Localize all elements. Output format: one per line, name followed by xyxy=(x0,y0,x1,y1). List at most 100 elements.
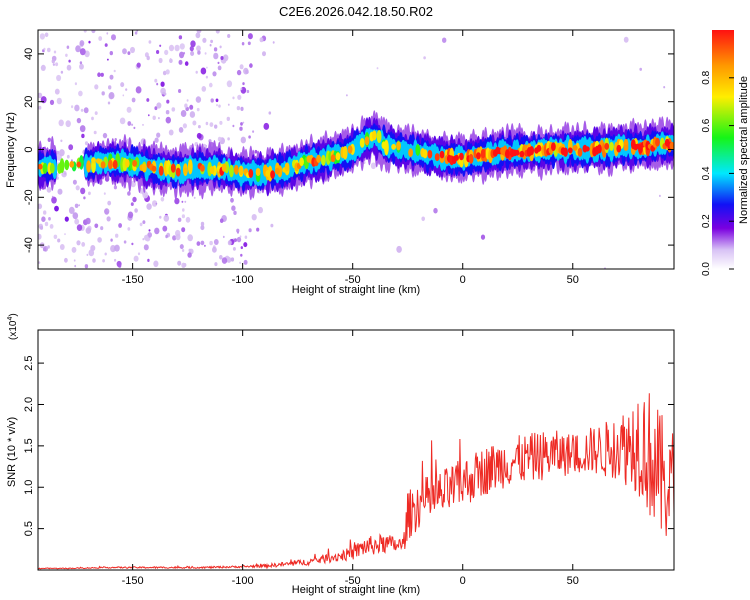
spectrogram-speckle xyxy=(262,51,266,57)
spectrogram-speckle xyxy=(179,43,185,50)
spectrogram-speckle xyxy=(113,69,116,73)
spectrogram-speckle xyxy=(127,191,131,196)
spectrogram-speckle xyxy=(94,84,99,90)
snr-x-label: Height of straight line (km) xyxy=(292,584,420,596)
spectrogram-speckle xyxy=(152,115,156,121)
spectrogram-speckle xyxy=(38,203,43,210)
spectrogram-speckle xyxy=(159,44,162,47)
spectrogram-speckle xyxy=(421,216,426,222)
spectrogram-speckle xyxy=(84,50,90,58)
spectrogram-speckle xyxy=(213,239,219,245)
spectrogram-speckle xyxy=(258,206,263,214)
spectrogram-speckle xyxy=(227,103,230,106)
spectrogram-speckle xyxy=(256,227,260,232)
spectrogram-speckle xyxy=(200,225,205,231)
spectrogram-speckle xyxy=(209,43,212,47)
spectrogram-speckle xyxy=(72,179,77,185)
spectrogram-speckle xyxy=(75,185,80,191)
spectrogram-ridge-cell xyxy=(335,152,341,161)
spectrogram-speckle xyxy=(47,47,51,53)
spectrogram-ridge-cell xyxy=(584,146,590,152)
spectrogram-speckle xyxy=(127,121,132,126)
spectrogram-speckle xyxy=(97,237,102,243)
spectrogram-speckle xyxy=(227,240,232,246)
spectrogram-speckle xyxy=(200,240,205,246)
spectrogram-speckle xyxy=(195,70,198,74)
spectrogram-ridge-cell xyxy=(141,163,147,173)
spectrogram-speckle xyxy=(107,58,109,61)
spectrogram-speckle xyxy=(132,196,137,203)
spectrogram-speckle xyxy=(106,32,109,35)
spectrogram-speckle xyxy=(168,129,174,136)
spectrogram-speckle xyxy=(240,122,243,126)
spectrogram-speckle xyxy=(154,78,158,83)
spectrogram-speckle xyxy=(60,70,64,74)
spectrogram-ridge-cell xyxy=(42,162,48,174)
spectrogram-speckle xyxy=(217,65,222,71)
spectrogram-speckle xyxy=(68,144,74,151)
spectrogram-speckle xyxy=(109,51,114,56)
snr-scale-prefix: (x10 xyxy=(8,320,19,340)
spectrogram-ridge-cell xyxy=(200,164,205,172)
spectrogram-speckle xyxy=(213,52,219,60)
spectrogram-ridge-cell xyxy=(175,167,181,177)
spectrogram-speckle xyxy=(114,138,117,141)
spectrogram-ridge-cell xyxy=(459,152,464,161)
snr-y-tick-label: 1.0 xyxy=(23,480,35,495)
spectrogram-speckle xyxy=(233,210,237,215)
spectrogram-speckle xyxy=(64,257,68,263)
spectrogram-speckle xyxy=(74,104,80,112)
spectrogram-speckle xyxy=(205,75,208,79)
spectrogram-speckle xyxy=(143,244,149,251)
spectrogram-speckle xyxy=(222,235,225,239)
spectrogram-speckle xyxy=(72,212,79,220)
spectrogram-speckle xyxy=(240,246,243,250)
spectrogram-speckle xyxy=(220,56,224,60)
spectrogram-speckle xyxy=(79,125,86,133)
spectrogram-speckle xyxy=(200,67,207,75)
spectrogram-ridge-cell xyxy=(536,144,542,152)
spectrogram-speckle xyxy=(55,62,59,67)
spectrogram-speckle xyxy=(56,176,59,180)
spectrogram-speckle xyxy=(111,34,116,41)
spectrogram-speckle xyxy=(47,137,51,142)
spectrogram-speckle xyxy=(189,104,194,110)
spectrogram-ridge-cell xyxy=(480,148,486,159)
spectrogram-speckle xyxy=(193,196,196,199)
spectrogram-speckle xyxy=(103,192,106,195)
spectrogram-ridge-cell xyxy=(364,136,370,146)
spectrogram-speckle xyxy=(83,30,87,33)
spectrogram-ridge-cell xyxy=(439,150,445,159)
spectrogram-ridge-cell xyxy=(187,159,193,175)
spectrogram-speckle xyxy=(115,233,119,238)
spectrogram-ridge-cell xyxy=(669,141,674,150)
spectrogram-speckle xyxy=(107,200,112,206)
spectrogram-speckle xyxy=(49,224,54,229)
spectrogram-speckle xyxy=(180,110,187,117)
spectrogram-speckle xyxy=(98,36,103,41)
spectrogram-speckle xyxy=(74,82,77,86)
spectrogram-speckle xyxy=(56,97,62,105)
spectrogram-speckle xyxy=(85,217,91,225)
spectrogram-speckle xyxy=(177,217,182,222)
spectrogram-speckle xyxy=(214,124,218,129)
spectrogram-speckle xyxy=(123,240,127,244)
colorbar-tick-label: 0.0 xyxy=(701,262,712,276)
spectrogram-speckle xyxy=(231,205,236,211)
snr-y-label: SNR (10 * v/v) xyxy=(6,417,18,487)
spectrogram-speckle xyxy=(230,197,234,203)
spectrogram-speckle xyxy=(164,49,169,56)
spectrogram-speckle xyxy=(196,30,202,34)
spectrogram-speckle xyxy=(146,55,150,61)
spectrogram-speckle xyxy=(57,188,63,195)
spectrogram-speckle xyxy=(196,107,200,112)
spectrogram-speckle xyxy=(198,125,201,129)
spectrogram-speckle xyxy=(247,41,251,46)
spectrogram-speckle xyxy=(200,221,205,227)
spectrogram-speckle xyxy=(131,123,134,127)
spectrogram-x-tick-label: -100 xyxy=(232,274,254,286)
spectrogram-speckle xyxy=(480,234,486,240)
spectrogram-speckle xyxy=(134,208,138,213)
spectrogram-ridge-cell xyxy=(609,141,614,151)
spectrogram-speckle xyxy=(181,262,186,268)
